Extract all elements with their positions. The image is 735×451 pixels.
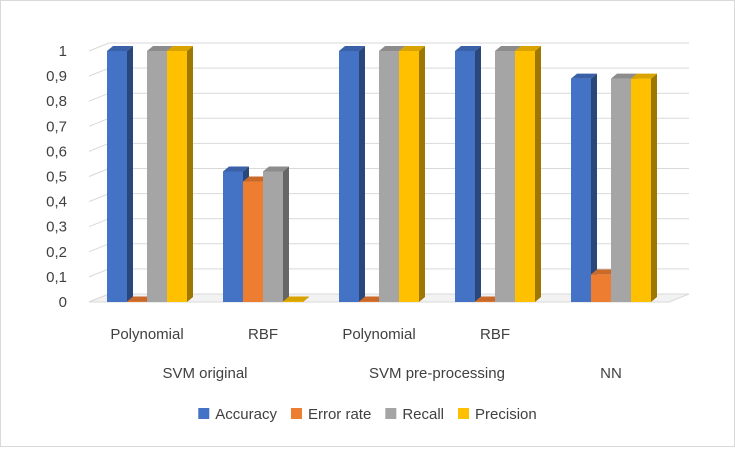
bar-recall — [263, 166, 289, 302]
x-category-label: Polynomial — [342, 326, 415, 343]
bar-accuracy — [107, 46, 133, 302]
y-tick-label: 0,5 — [46, 169, 67, 186]
x-category-label: Polynomial — [110, 326, 183, 343]
x-group-label: SVM pre-processing — [369, 365, 505, 382]
bar-precision — [283, 296, 309, 302]
x-group-label: NN — [600, 365, 622, 382]
legend-label: Accuracy — [215, 406, 277, 423]
x-category-label: RBF — [248, 326, 278, 343]
legend-item-precision: Precision — [458, 406, 537, 423]
y-tick-label: 0,6 — [46, 143, 67, 160]
legend-swatch — [385, 408, 397, 419]
legend-item-accuracy: Accuracy — [198, 406, 277, 423]
bar-accuracy — [339, 46, 365, 302]
legend-label: Recall — [402, 406, 444, 423]
y-tick-label: 0,4 — [46, 194, 67, 211]
bar-precision — [167, 46, 193, 302]
y-tick-label: 0,9 — [46, 68, 67, 85]
x-group-label: SVM original — [162, 365, 247, 382]
legend-swatch — [290, 408, 302, 419]
legend-label: Precision — [475, 406, 537, 423]
legend-swatch — [458, 408, 470, 419]
bar-accuracy — [455, 46, 481, 302]
bar-precision — [631, 73, 657, 302]
y-tick-label: 0,1 — [46, 269, 67, 286]
bar-accuracy — [571, 73, 597, 302]
gridline — [88, 42, 689, 52]
x-category-label: RBF — [480, 326, 510, 343]
bar-precision — [399, 46, 425, 302]
y-tick-label: 0,8 — [46, 93, 67, 110]
y-tick-label: 0,2 — [46, 244, 67, 261]
legend-item-error-rate: Error rate — [290, 406, 371, 423]
y-tick-label: 1 — [59, 43, 67, 60]
bar-precision — [515, 46, 541, 302]
legend-item-recall: Recall — [385, 406, 444, 423]
y-tick-label: 0,3 — [46, 219, 67, 236]
y-tick-label: 0,7 — [46, 118, 67, 135]
y-tick-label: 0 — [59, 294, 67, 311]
legend-swatch — [198, 408, 210, 419]
legend-label: Error rate — [308, 406, 371, 423]
